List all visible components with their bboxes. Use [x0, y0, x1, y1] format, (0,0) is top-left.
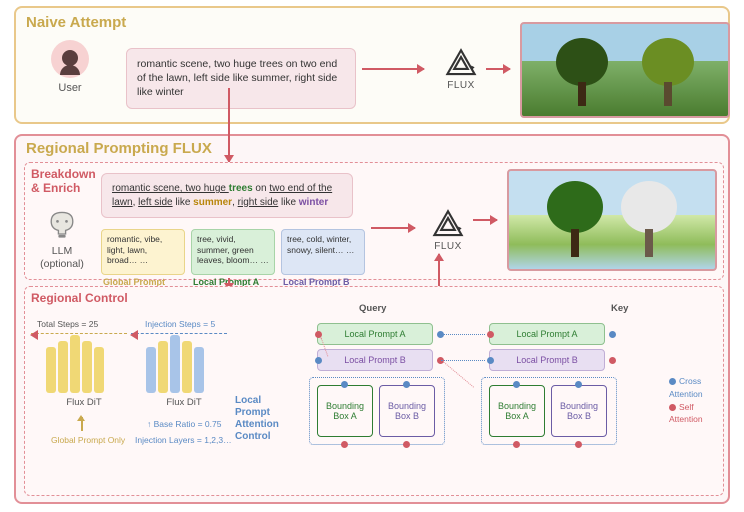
- k-lpb: Local Prompt B: [489, 349, 605, 371]
- legend: Cross Attention Self Attention: [669, 375, 721, 426]
- tree-left-icon: [556, 38, 608, 106]
- dit-label-2: Flux DiT: [145, 397, 223, 408]
- user-avatar-icon: [51, 40, 89, 78]
- flux-block-mid: FLUX: [423, 209, 473, 252]
- dot-icon: [341, 381, 348, 388]
- local-b-box: tree, cold, winter, snowy, silent… …: [281, 229, 365, 275]
- dot-icon: [575, 381, 582, 388]
- arrow-regional-to-flux: [438, 254, 440, 286]
- query-label: Query: [359, 303, 386, 314]
- base-ratio-text: ↑ Base Ratio = 0.75: [147, 419, 221, 429]
- naive-prompt-box: romantic scene, two huge trees on two en…: [126, 48, 356, 109]
- dot-icon: [513, 381, 520, 388]
- q-bba: Bounding Box A: [317, 385, 373, 437]
- injection-steps-text: Injection Steps = 5: [145, 319, 215, 329]
- regional-panel: Regional Prompting FLUX Breakdown & Enri…: [14, 134, 730, 504]
- local-a-box: tree, vivid, summer, green leaves, bloom…: [191, 229, 275, 275]
- legend-cross: Cross Attention: [669, 375, 721, 401]
- tree-right-icon: [642, 38, 694, 106]
- dot-icon: [487, 331, 494, 338]
- user-block: User: [40, 40, 100, 94]
- enriched-prompt: romantic scene, two huge trees on two en…: [101, 173, 353, 218]
- flux-logo-icon: [444, 48, 478, 78]
- dot-icon: [513, 441, 520, 448]
- arrow-global-up-head: [77, 415, 85, 421]
- total-steps-text: Total Steps = 25: [37, 319, 98, 329]
- llm-block: LLM (optional): [35, 207, 89, 270]
- llm-label: LLM (optional): [35, 245, 89, 270]
- q-lpb: Local Prompt B: [317, 349, 433, 371]
- arrow-flux-to-img2: [473, 219, 497, 221]
- flux-logo-icon-2: [431, 209, 465, 239]
- arrow-prompt-to-flux: [362, 68, 424, 70]
- arrow-top-to-breakdown: [228, 88, 230, 162]
- arrow-breakdown-to-flux: [371, 227, 415, 229]
- q-lpa: Local Prompt A: [317, 323, 433, 345]
- regional-title: Regional Prompting FLUX: [26, 140, 212, 157]
- naive-output-image: [520, 22, 730, 118]
- arrow-flux-to-img: [486, 68, 510, 70]
- dot-icon: [403, 381, 410, 388]
- naive-attempt-panel: Naive Attempt User romantic scene, two h…: [14, 6, 730, 124]
- line-lpa: [441, 334, 485, 335]
- dot-icon: [341, 441, 348, 448]
- global-prompt-box: romantic, vibe, light, lawn, broad… …: [101, 229, 185, 275]
- tree-summer-icon: [547, 181, 603, 257]
- k-bbb: Bounding Box B: [551, 385, 607, 437]
- dot-icon: [609, 331, 616, 338]
- k-lpa: Local Prompt A: [489, 323, 605, 345]
- dit-right: Flux DiT: [145, 335, 223, 408]
- dot-icon: [487, 357, 494, 364]
- user-label: User: [40, 82, 100, 94]
- dot-icon: [609, 357, 616, 364]
- local-control-label: Local Prompt Attention Control: [235, 395, 297, 443]
- dit-bars-left: [45, 335, 123, 393]
- dot-icon: [403, 441, 410, 448]
- dot-icon: [575, 441, 582, 448]
- k-bba: Bounding Box A: [489, 385, 545, 437]
- llm-icon: [44, 207, 80, 243]
- line-r2: [443, 361, 474, 387]
- dot-icon: [315, 357, 322, 364]
- attention-area: Query Key Local Prompt A Local Prompt B …: [303, 309, 723, 493]
- flux-label-top: FLUX: [436, 80, 486, 91]
- key-label: Key: [611, 303, 628, 314]
- legend-self: Self Attention: [669, 401, 721, 427]
- flux-block-top: FLUX: [436, 48, 486, 91]
- dit-bars-right: [145, 335, 223, 393]
- breakdown-label: Breakdown & Enrich: [31, 167, 96, 195]
- q-bbb: Bounding Box B: [379, 385, 435, 437]
- tree-winter-icon: [621, 181, 677, 257]
- global-only-text: Global Prompt Only: [51, 435, 125, 445]
- line-lpb: [441, 360, 485, 361]
- regional-control-label: Regional Control: [31, 291, 128, 305]
- breakdown-box: Breakdown & Enrich LLM (optional) romant…: [24, 162, 724, 280]
- injection-layers-text: Injection Layers = 1,2,3…: [135, 435, 232, 445]
- naive-title: Naive Attempt: [26, 14, 126, 31]
- regional-control-box: Regional Control Total Steps = 25 Flux D…: [24, 286, 724, 496]
- dit-label-1: Flux DiT: [45, 397, 123, 408]
- dit-left: Flux DiT: [45, 335, 123, 408]
- flux-label-mid: FLUX: [423, 241, 473, 252]
- regional-output-image: [507, 169, 717, 271]
